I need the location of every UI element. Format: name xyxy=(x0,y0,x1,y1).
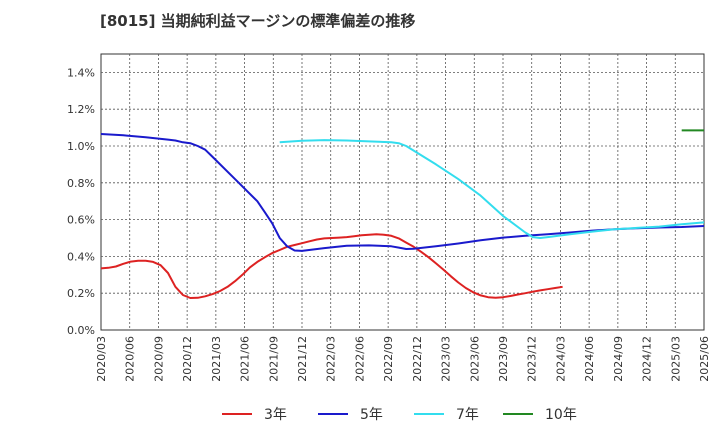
x-tick-label: 2021/06 xyxy=(239,336,252,382)
legend: 3年 5年 7年 10年 xyxy=(222,407,577,423)
x-tick-label: 2024/06 xyxy=(583,336,596,382)
y-tick-label: 0.0% xyxy=(67,324,95,337)
x-tick-label: 2023/12 xyxy=(526,336,539,382)
y-tick-label: 1.0% xyxy=(67,140,95,153)
x-tick-label: 2025/03 xyxy=(669,336,682,382)
x-tick-label: 2021/12 xyxy=(296,336,309,382)
series-line-2 xyxy=(279,139,705,239)
legend-label: 7年 xyxy=(456,407,479,423)
legend-label: 5年 xyxy=(360,407,383,423)
x-tick-labels: 2020/03 2020/06 2020/09 2020/12 2021/03 2021/… xyxy=(95,336,711,382)
x-tick-label: 2023/06 xyxy=(468,336,481,382)
x-tick-label: 2022/09 xyxy=(382,336,395,382)
x-tick-label: 2024/03 xyxy=(554,336,567,382)
x-tick-label: 2024/09 xyxy=(612,336,625,382)
x-tick-label: 2022/03 xyxy=(325,336,338,382)
y-tick-label: 0.8% xyxy=(67,177,95,190)
x-tick-label: 2024/12 xyxy=(641,336,654,382)
x-tick-label: 2020/03 xyxy=(95,336,108,382)
y-tick-label: 1.2% xyxy=(67,103,95,116)
y-tick-label: 0.6% xyxy=(67,214,95,227)
x-tick-label: 2022/06 xyxy=(353,336,366,382)
chart-title: [8015] 当期純利益マージンの標準偏差の推移 xyxy=(100,12,416,30)
legend-label: 10年 xyxy=(545,407,577,423)
x-tick-label: 2020/06 xyxy=(124,336,137,382)
x-tick-label: 2023/03 xyxy=(440,336,453,382)
x-tick-label: 2021/03 xyxy=(210,336,223,382)
y-tick-labels: 0.0% 0.2% 0.4% 0.6% 0.8% 1.0% 1.2% 1.4% xyxy=(67,66,95,337)
legend-label: 3年 xyxy=(264,407,287,423)
series-line-0 xyxy=(100,233,563,299)
y-tick-label: 0.2% xyxy=(67,287,95,300)
x-tick-label: 2025/06 xyxy=(698,336,711,382)
x-tick-label: 2021/09 xyxy=(267,336,280,382)
y-tick-label: 1.4% xyxy=(67,66,95,79)
x-tick-label: 2020/12 xyxy=(181,336,194,382)
plot-area xyxy=(100,53,705,331)
x-tick-label: 2023/09 xyxy=(497,336,510,382)
x-tick-label: 2020/09 xyxy=(152,336,165,382)
y-gridlines xyxy=(101,72,704,294)
series-line-1 xyxy=(100,133,705,252)
x-gridlines xyxy=(129,54,676,330)
y-tick-label: 0.4% xyxy=(67,250,95,263)
x-tick-label: 2022/12 xyxy=(411,336,424,382)
series-lines xyxy=(100,129,705,299)
